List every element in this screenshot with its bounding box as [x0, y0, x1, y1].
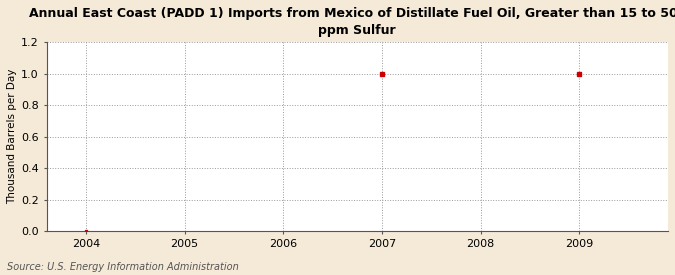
Title: Annual East Coast (PADD 1) Imports from Mexico of Distillate Fuel Oil, Greater t: Annual East Coast (PADD 1) Imports from … [28, 7, 675, 37]
Text: Source: U.S. Energy Information Administration: Source: U.S. Energy Information Administ… [7, 262, 238, 272]
Y-axis label: Thousand Barrels per Day: Thousand Barrels per Day [7, 69, 17, 204]
